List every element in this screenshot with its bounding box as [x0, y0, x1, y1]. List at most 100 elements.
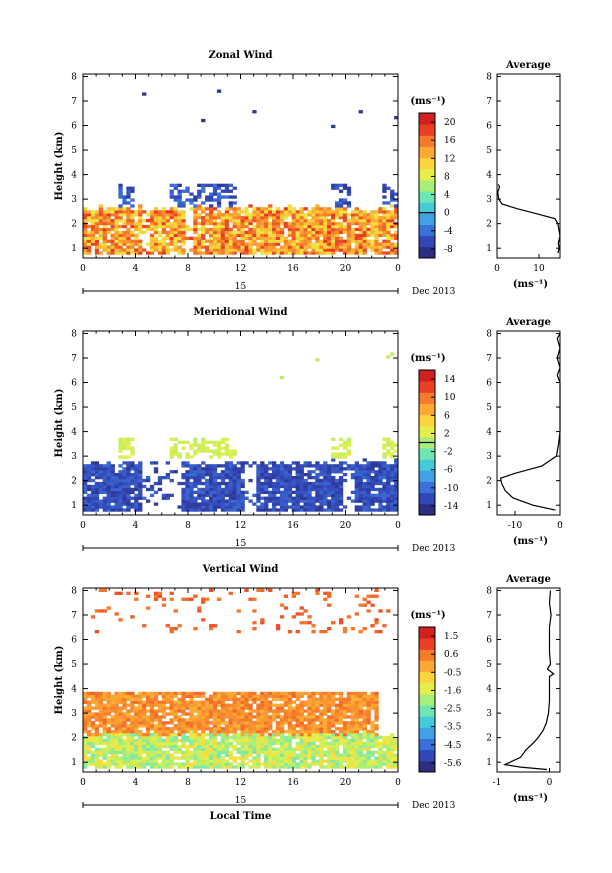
heatmap-cell [319, 762, 324, 766]
heatmap-cell [303, 227, 308, 232]
heatmap-cell [126, 251, 131, 255]
heatmap-cell [342, 700, 348, 704]
heatmap-cell [287, 233, 293, 237]
heatmap-cell [331, 245, 336, 249]
heatmap-cell [378, 487, 383, 492]
colorbar-segment [419, 760, 435, 773]
heatmap-cell [370, 603, 375, 607]
heatmap-cell [102, 467, 107, 471]
colorbar-tick-label: 0 [444, 209, 450, 219]
heatmap-cell [307, 615, 312, 619]
heatmap-cell [130, 478, 135, 483]
heatmap-cell [201, 738, 206, 743]
heatmap-cell [216, 230, 222, 235]
heatmap-cell [319, 481, 324, 486]
heatmap-cell [299, 727, 304, 731]
heatmap-cell [386, 452, 391, 456]
heatmap-cell [287, 721, 293, 725]
heatmap-cell [94, 236, 100, 240]
heatmap-cell [327, 236, 332, 240]
heatmap-cell [189, 706, 194, 710]
heatmap-cell [209, 236, 214, 240]
heatmap-cell [390, 753, 395, 757]
heatmap-cell [224, 452, 230, 456]
heatmap-cell [382, 753, 387, 757]
heatmap-cell [173, 724, 178, 728]
heatmap-cell [130, 691, 135, 696]
heatmap-cell [264, 730, 269, 734]
heatmap-cell [350, 750, 356, 754]
heatmap-cell [83, 216, 88, 220]
heatmap-cell [374, 496, 379, 500]
heatmap-cell [86, 735, 92, 740]
heatmap-cell [205, 195, 210, 199]
heatmap-cell [134, 697, 139, 701]
heatmap-cell [291, 502, 296, 506]
heatmap-cell [165, 706, 170, 710]
heatmap-cell [275, 759, 281, 763]
heatmap-cell [102, 210, 107, 214]
heatmap-cell [307, 476, 312, 480]
heatmap-cell [201, 712, 206, 716]
heatmap-cell [161, 765, 167, 769]
heatmap-cell [173, 198, 178, 202]
heatmap-cell [193, 691, 198, 696]
heatmap-cell [110, 700, 115, 704]
heatmap-cell [224, 464, 230, 468]
heatmap-cell [98, 473, 104, 477]
heatmap-cell [338, 697, 344, 701]
heatmap-cell [197, 236, 202, 240]
heatmap-cell [232, 721, 237, 725]
heatmap-cell [331, 452, 336, 456]
heatmap-cell [335, 221, 340, 226]
heatmap-cell [134, 724, 139, 728]
heatmap-cell [342, 697, 348, 701]
heatmap-cell [354, 233, 359, 237]
heatmap-cell [311, 709, 316, 713]
heatmap-cell [220, 221, 226, 226]
heatmap-cell [130, 221, 135, 226]
heatmap-cell [189, 756, 194, 760]
heatmap-cell [177, 691, 182, 696]
heatmap-cell [122, 470, 127, 474]
heatmap-cell [209, 242, 214, 246]
heatmap-cell [350, 627, 356, 631]
heatmap-cell [161, 213, 167, 217]
heatmap-cell [275, 694, 281, 698]
heatmap-cell [390, 242, 395, 246]
heatmap-cell [212, 709, 218, 713]
heatmap-cell [374, 733, 379, 737]
heatmap-cell [83, 697, 88, 701]
heatmap-cell [279, 724, 285, 728]
heatmap-cell [248, 233, 253, 237]
heatmap-cell [98, 204, 104, 208]
heatmap-cell [197, 189, 202, 193]
heatmap-cell [201, 700, 206, 704]
heatmap-cell [169, 694, 174, 698]
heatmap-cell [323, 221, 328, 226]
heatmap-cell [197, 248, 202, 252]
heatmap-cell [287, 221, 293, 226]
heatmap-cell [394, 233, 399, 237]
heatmap-cell [146, 738, 151, 743]
heatmap-cell [189, 735, 194, 740]
heatmap-cell [264, 251, 269, 255]
heatmap-cell [275, 624, 281, 628]
heatmap-cell [126, 487, 131, 492]
heatmap-cell [130, 703, 135, 707]
heatmap-cell [216, 242, 222, 246]
heatmap-cell [390, 493, 395, 497]
heatmap-cell [228, 721, 233, 725]
heatmap-cell [252, 741, 257, 746]
heatmap-cell [224, 709, 230, 713]
heatmap-cell [205, 502, 210, 506]
heatmap-cell [299, 709, 304, 713]
heatmap-cell [94, 747, 100, 751]
heatmap-cell [86, 224, 92, 229]
heatmap-cell [212, 700, 218, 704]
heatmap-cell [244, 721, 249, 725]
heatmap-cell [295, 484, 300, 489]
heatmap-cell [260, 694, 265, 698]
heatmap-cell [153, 709, 159, 713]
heatmap-cell [236, 709, 241, 713]
